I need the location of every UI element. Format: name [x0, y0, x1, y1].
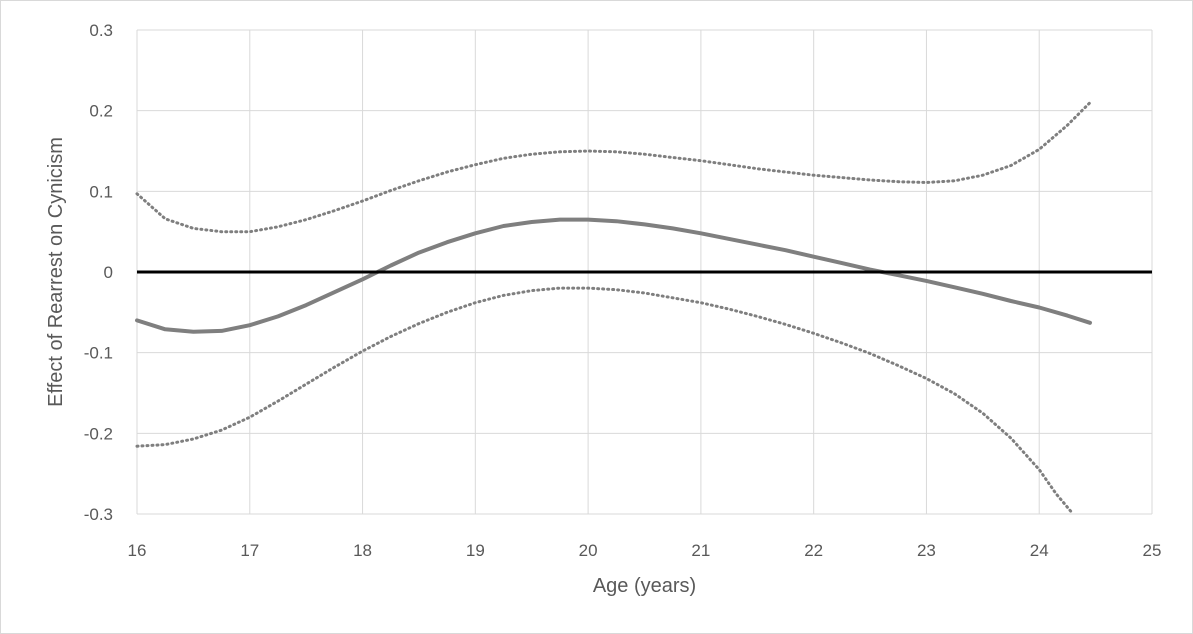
upper-bound-line	[135, 101, 1092, 234]
estimate-line	[135, 217, 1092, 334]
y-axis-title: Effect of Rearrest on Cynicism	[45, 137, 67, 407]
x-tick-label: 20	[579, 541, 598, 560]
y-tick-label: -0.1	[84, 344, 113, 363]
series-lines	[135, 101, 1152, 516]
x-tick-label: 23	[917, 541, 936, 560]
x-tick-label: 16	[128, 541, 147, 560]
y-tick-label: -0.3	[84, 505, 113, 524]
lower-bound-line	[135, 286, 1075, 516]
x-tick-label: 21	[691, 541, 710, 560]
y-tick-label: 0.3	[89, 21, 113, 40]
x-tick-label: 24	[1030, 541, 1049, 560]
x-axis-title: Age (years)	[593, 575, 696, 597]
y-axis-ticks: 0.3 0.2 0.1 0 -0.1 -0.2 -0.3	[84, 21, 113, 524]
x-tick-label: 18	[353, 541, 372, 560]
y-tick-label: -0.2	[84, 424, 113, 443]
x-axis-ticks: 16 17 18 19 20 21 22 23 24 25	[128, 541, 1162, 560]
x-tick-label: 25	[1143, 541, 1162, 560]
x-tick-label: 22	[804, 541, 823, 560]
x-tick-label: 19	[466, 541, 485, 560]
y-tick-label: 0	[104, 263, 113, 282]
x-tick-label: 17	[240, 541, 259, 560]
y-tick-label: 0.1	[89, 182, 113, 201]
y-tick-label: 0.2	[89, 102, 113, 121]
